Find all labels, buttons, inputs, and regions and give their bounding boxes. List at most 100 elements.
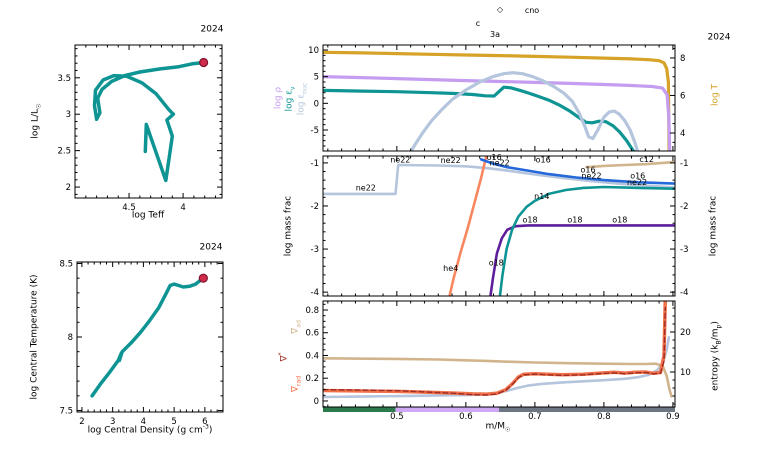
tick-label: -3 xyxy=(680,245,688,255)
tick-label: -4 xyxy=(311,288,319,298)
hr-track-line xyxy=(92,60,206,183)
entropy-axis-title: entropy (kB/mp) xyxy=(710,321,723,391)
c12-line xyxy=(585,160,675,169)
burn-legend-marker: ◇ xyxy=(496,5,504,14)
grad-axis-title-nabla-rad: ∇rad xyxy=(290,375,303,393)
tick-label: 4 xyxy=(180,203,185,213)
ne22-curve-label: ne22 xyxy=(627,178,647,187)
tick-label: 5 xyxy=(171,417,176,427)
tick-label: 10 xyxy=(308,46,319,56)
trho-track-line xyxy=(90,276,206,398)
log-rho-line xyxy=(323,75,672,151)
hr-diagram-panel-frame xyxy=(74,44,223,199)
ne22-curve-label: ne22 xyxy=(356,183,376,192)
tick-label: -5 xyxy=(311,126,319,136)
burn-legend-3a: 3a xyxy=(490,30,500,39)
ne22-curve-label: ne22 xyxy=(490,158,510,167)
log-eps-nuc-line xyxy=(409,71,640,151)
power-axis-title-logT: log T xyxy=(710,83,721,107)
he4-line xyxy=(448,156,488,296)
trho-current-model-marker xyxy=(198,273,208,283)
tick-label: 0.6 xyxy=(459,412,473,422)
tick-label: 0 xyxy=(314,99,319,109)
abund-y-axis-title-left: log mass frac xyxy=(283,195,294,257)
mixing-bar-convective xyxy=(323,407,396,412)
tick-label: 20 xyxy=(680,328,691,338)
hr-diagram-panel: 4.5 4 2 2.5 3 3.5 xyxy=(57,44,223,213)
trho-y-axis-title: log Central Temperature (K) xyxy=(29,274,40,400)
tick-label: -2 xyxy=(311,202,319,212)
tick-label: 4.5 xyxy=(122,203,136,213)
tick-label: 0.7 xyxy=(528,412,542,422)
o16-curve-label: o16 xyxy=(580,165,595,174)
ne22-curve-label: ne22 xyxy=(390,155,410,164)
tick-label: 6 xyxy=(202,417,207,427)
tick-label: 3.5 xyxy=(57,74,71,84)
grad-axis-title-nabla-ad: ∇ad xyxy=(290,320,303,334)
tick-label: 0.9 xyxy=(666,412,680,422)
mass-x-axis-title: m/M☉ xyxy=(485,421,511,434)
hr-current-model-marker xyxy=(199,57,209,68)
nabla-star-line xyxy=(323,307,666,396)
he4-curve-label: he4 xyxy=(443,264,458,273)
power-axis-title-epsnuc: log εnuc xyxy=(296,82,309,116)
gradients-entropy-panel: 0.5 0.6 0.7 0.8 0.9 0 0.2 0.4 0.6 0.8 10 20 xyxy=(305,300,691,422)
ne22-curve-label: ne22 xyxy=(441,156,461,165)
o16-curve-label: o16 xyxy=(487,153,502,162)
o16-line xyxy=(479,158,675,185)
gradients-entropy-panel-frame xyxy=(322,300,676,408)
tick-label: -1 xyxy=(311,159,319,169)
log-eps-nu-line xyxy=(323,85,637,151)
tick-label: 0.4 xyxy=(305,351,319,361)
o18-line xyxy=(489,224,675,296)
o16-curve-label: o16 xyxy=(630,171,645,180)
ne22-curve-label: ne22 xyxy=(581,172,601,181)
grad-axis-title-nabla-star: ∇* xyxy=(277,352,290,362)
tick-label: -3 xyxy=(311,245,319,255)
power-axis-title-epsnu: log εν xyxy=(284,86,297,112)
tick-label: 8.5 xyxy=(59,259,73,269)
tick-label: 4 xyxy=(680,129,685,139)
n14-curve-label: n14 xyxy=(534,192,549,201)
tick-label: 7.5 xyxy=(59,407,73,417)
hr-x-axis-title: log Teff xyxy=(131,210,165,221)
tick-label: 8 xyxy=(68,333,73,343)
o16-curve-label: o16 xyxy=(536,155,551,164)
tick-label: 3 xyxy=(66,110,71,120)
tick-label: -4 xyxy=(680,288,688,298)
burn-legend-cno: cno xyxy=(524,6,540,15)
entropy-line xyxy=(323,336,671,399)
tick-label: 2 xyxy=(79,417,84,427)
tick-label: 0.8 xyxy=(597,412,611,422)
trho-x-axis-title: log Central Density (g cm-3) xyxy=(87,423,213,436)
tick-label: 4 xyxy=(141,417,146,427)
n14-line xyxy=(498,185,675,296)
tick-label: 8 xyxy=(680,54,685,64)
mixing-bar-outer xyxy=(499,407,675,412)
central-trho-panel: 2 3 4 5 6 7.5 8 8.5 xyxy=(59,259,224,427)
tick-label: -1 xyxy=(680,159,688,169)
o18-curve-label: o18 xyxy=(567,216,582,225)
mixing-bar-middle xyxy=(395,407,499,412)
tick-label: 6 xyxy=(680,91,685,101)
abundance-panel: -1 -1 -2 -2 -3 -3 -4 -4 ne22 ne22 ne22 ne22 ne22 ne22… xyxy=(311,153,689,298)
tick-label: 0.5 xyxy=(390,412,404,422)
tick-label: 2 xyxy=(66,183,71,193)
tick-label: -2 xyxy=(680,202,688,212)
tick-label: 3 xyxy=(110,417,115,427)
c12-curve-label: c12 xyxy=(639,155,654,164)
o18-curve-label: o18 xyxy=(523,216,538,225)
trho-model-stamp: 2024 xyxy=(199,242,223,253)
burn-legend-c: c xyxy=(475,19,481,28)
power-axis-title-logrho: log ρ xyxy=(273,86,284,110)
profiles-model-stamp: 2024 xyxy=(707,32,731,43)
tick-label: 0.2 xyxy=(305,374,319,384)
o18-curve-label: o18 xyxy=(489,258,504,267)
tick-label: 0.6 xyxy=(305,329,319,339)
tick-label: 0 xyxy=(314,397,319,407)
tick-label: 10 xyxy=(680,368,691,378)
log-T-line xyxy=(323,50,671,151)
nabla-ad-line xyxy=(323,357,673,398)
